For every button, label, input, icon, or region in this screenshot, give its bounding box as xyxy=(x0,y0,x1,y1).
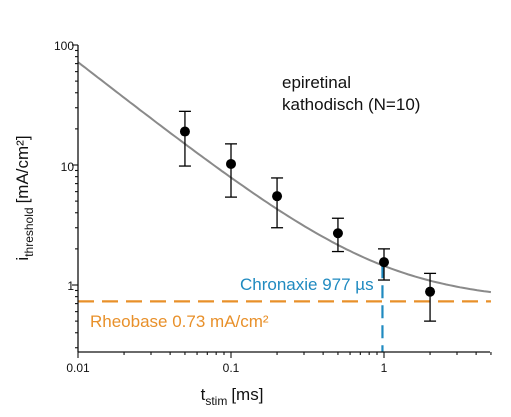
x-axis-label: tstim [ms] xyxy=(201,385,264,408)
annotation-line-1: epiretinal xyxy=(282,73,351,92)
rheobase-label: Rheobase 0.73 mA/cm² xyxy=(90,312,269,331)
x-tick-label: 0.01 xyxy=(66,361,90,375)
x-label-main: t xyxy=(201,385,206,404)
data-points xyxy=(178,110,437,322)
data-point-group xyxy=(424,272,437,322)
ticks xyxy=(72,44,492,358)
data-point-group xyxy=(271,177,284,229)
data-point xyxy=(425,286,436,297)
y-axis-label: ithreshold [mA/cm²] xyxy=(13,135,36,260)
data-point-group xyxy=(331,217,344,253)
plot-area xyxy=(77,61,492,352)
data-point xyxy=(379,257,389,268)
fit-curve xyxy=(77,61,492,294)
data-point xyxy=(272,191,283,202)
y-tick-label: 1 xyxy=(67,279,74,293)
data-point-group xyxy=(378,248,390,281)
data-point xyxy=(226,158,236,169)
data-point-group xyxy=(178,110,191,167)
annotation-line-2: kathodisch (N=10) xyxy=(282,95,420,114)
x-label-sub: stim xyxy=(205,394,227,408)
y-label-main: i xyxy=(13,257,32,261)
y-tick-label: 100 xyxy=(54,39,74,53)
x-tick-label: 0.1 xyxy=(223,361,240,375)
x-label-unit: [ms] xyxy=(231,385,263,404)
y-label-unit: [mA/cm²] xyxy=(13,135,32,203)
data-point xyxy=(332,228,343,239)
data-point-group xyxy=(225,143,237,198)
data-point xyxy=(179,126,190,137)
x-tick-label: 1 xyxy=(381,361,388,375)
y-label-sub: threshold xyxy=(22,207,36,256)
y-tick-label: 10 xyxy=(61,160,75,174)
chronaxie-label: Chronaxie 977 µs xyxy=(240,275,374,294)
axes: 0.01 0.1 1 100 10 1 xyxy=(54,39,492,375)
